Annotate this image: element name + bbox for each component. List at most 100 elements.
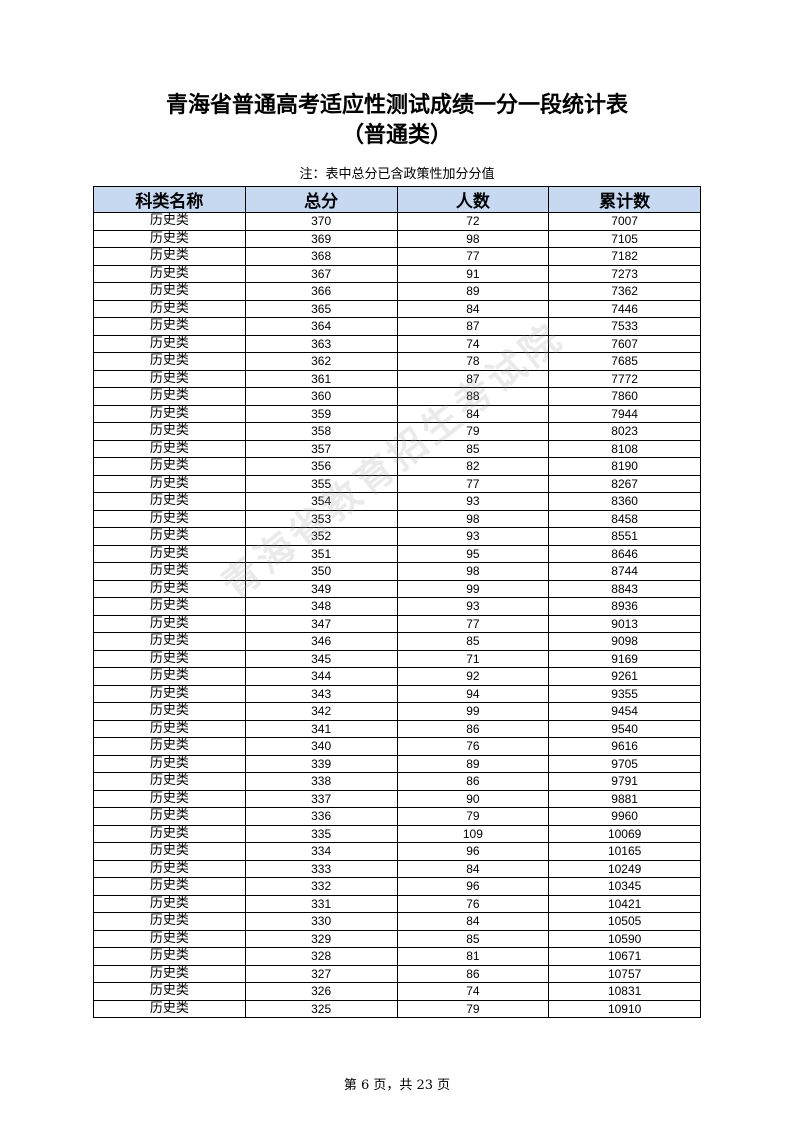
cell-category: 历史类: [93, 649, 246, 668]
cell-count: 87: [396, 317, 550, 336]
cell-category: 历史类: [93, 877, 246, 896]
cell-category: 历史类: [93, 229, 246, 248]
table-row: 历史类 335 109 10069: [93, 824, 701, 843]
cell-category: 历史类: [93, 929, 246, 948]
cell-count: 96: [396, 842, 550, 861]
cell-cumulative: 8023: [548, 422, 701, 441]
cell-count: 98: [396, 229, 550, 248]
cell-cumulative: 7860: [548, 387, 701, 406]
cell-category: 历史类: [93, 772, 246, 791]
cell-category: 历史类: [93, 702, 246, 721]
table-row: 历史类 370 72 7007: [93, 212, 701, 231]
cell-total-score: 342: [244, 702, 398, 721]
cell-total-score: 330: [244, 912, 398, 931]
cell-count: 99: [396, 579, 550, 598]
cell-cumulative: 10505: [548, 912, 701, 931]
cell-total-score: 344: [244, 667, 398, 686]
cell-count: 85: [396, 439, 550, 458]
cell-cumulative: 9098: [548, 632, 701, 651]
cell-total-score: 367: [244, 264, 398, 283]
table-row: 历史类 346 85 9098: [93, 632, 701, 651]
cell-count: 98: [396, 509, 550, 528]
cell-count: 79: [396, 999, 550, 1018]
cell-count: 95: [396, 544, 550, 563]
cell-total-score: 346: [244, 632, 398, 651]
cell-total-score: 329: [244, 929, 398, 948]
cell-cumulative: 10831: [548, 982, 701, 1001]
cell-count: 99: [396, 702, 550, 721]
cell-count: 81: [396, 947, 550, 966]
cell-category: 历史类: [93, 579, 246, 598]
cell-count: 76: [396, 737, 550, 756]
table-row: 历史类 329 85 10590: [93, 929, 701, 948]
cell-cumulative: 10910: [548, 999, 701, 1018]
table-row: 历史类 325 79 10910: [93, 999, 701, 1018]
cell-count: 89: [396, 754, 550, 773]
cell-category: 历史类: [93, 737, 246, 756]
cell-category: 历史类: [93, 562, 246, 581]
cell-category: 历史类: [93, 282, 246, 301]
cell-category: 历史类: [93, 457, 246, 476]
cell-count: 86: [396, 772, 550, 791]
cell-count: 74: [396, 982, 550, 1001]
cell-total-score: 368: [244, 247, 398, 266]
table-row: 历史类 354 93 8360: [93, 492, 701, 511]
table-row: 历史类 348 93 8936: [93, 597, 701, 616]
cell-total-score: 326: [244, 982, 398, 1001]
table-row: 历史类 366 89 7362: [93, 282, 701, 301]
cell-count: 77: [396, 247, 550, 266]
table-row: 历史类 365 84 7446: [93, 299, 701, 318]
cell-cumulative: 8360: [548, 492, 701, 511]
table-row: 历史类 343 94 9355: [93, 684, 701, 703]
table-row: 历史类 328 81 10671: [93, 947, 701, 966]
cell-cumulative: 9791: [548, 772, 701, 791]
cell-category: 历史类: [93, 807, 246, 826]
cell-total-score: 331: [244, 894, 398, 913]
cell-category: 历史类: [93, 212, 246, 231]
table-row: 历史类 331 76 10421: [93, 894, 701, 913]
table-row: 历史类 352 93 8551: [93, 527, 701, 546]
cell-total-score: 325: [244, 999, 398, 1018]
cell-cumulative: 7182: [548, 247, 701, 266]
table-row: 历史类 326 74 10831: [93, 982, 701, 1001]
cell-total-score: 332: [244, 877, 398, 896]
cell-category: 历史类: [93, 474, 246, 493]
cell-total-score: 328: [244, 947, 398, 966]
cell-total-score: 359: [244, 404, 398, 423]
cell-count: 84: [396, 404, 550, 423]
cell-count: 78: [396, 352, 550, 371]
table-row: 历史类 350 98 8744: [93, 562, 701, 581]
cell-total-score: 334: [244, 842, 398, 861]
cell-category: 历史类: [93, 964, 246, 983]
table-row: 历史类 330 84 10505: [93, 912, 701, 931]
cell-category: 历史类: [93, 527, 246, 546]
table-row: 历史类 327 86 10757: [93, 964, 701, 983]
cell-count: 93: [396, 492, 550, 511]
table-row: 历史类 336 79 9960: [93, 807, 701, 826]
table-row: 历史类 351 95 8646: [93, 544, 701, 563]
cell-cumulative: 10165: [548, 842, 701, 861]
cell-total-score: 362: [244, 352, 398, 371]
cell-category: 历史类: [93, 614, 246, 633]
cell-total-score: 348: [244, 597, 398, 616]
cell-count: 92: [396, 667, 550, 686]
cell-count: 87: [396, 369, 550, 388]
cell-category: 历史类: [93, 264, 246, 283]
header-count: 人数: [396, 186, 550, 213]
cell-count: 93: [396, 597, 550, 616]
cell-total-score: 337: [244, 789, 398, 808]
cell-cumulative: 10069: [548, 824, 701, 843]
table-row: 历史类 353 98 8458: [93, 509, 701, 528]
cell-count: 76: [396, 894, 550, 913]
cell-total-score: 339: [244, 754, 398, 773]
table-row: 历史类 339 89 9705: [93, 754, 701, 773]
table-row: 历史类 361 87 7772: [93, 369, 701, 388]
cell-count: 77: [396, 474, 550, 493]
table-row: 历史类 334 96 10165: [93, 842, 701, 861]
cell-cumulative: 8458: [548, 509, 701, 528]
cell-category: 历史类: [93, 387, 246, 406]
cell-total-score: 357: [244, 439, 398, 458]
cell-category: 历史类: [93, 842, 246, 861]
cell-cumulative: 7105: [548, 229, 701, 248]
header-category: 科类名称: [93, 186, 246, 213]
